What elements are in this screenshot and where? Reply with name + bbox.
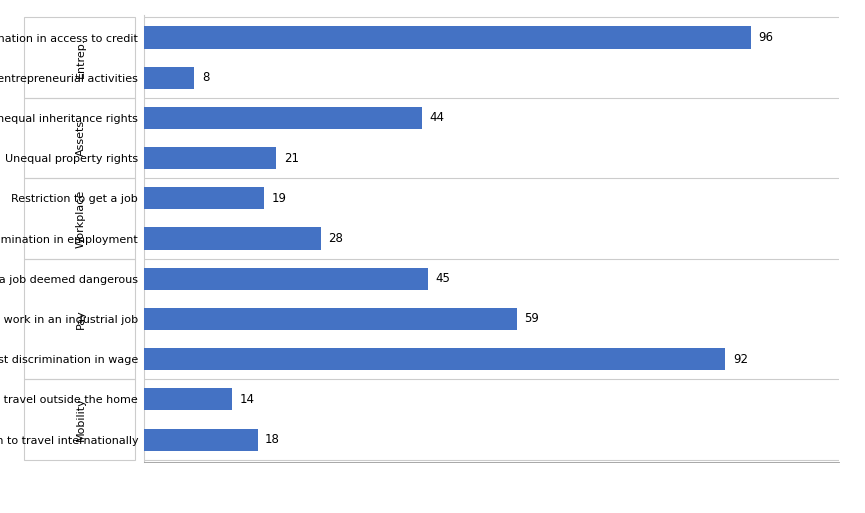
Bar — [144, 227, 321, 250]
Text: 59: 59 — [524, 312, 539, 325]
Bar — [144, 27, 751, 49]
Bar — [144, 147, 277, 169]
Bar — [144, 187, 264, 209]
Text: 96: 96 — [758, 31, 773, 44]
Text: 19: 19 — [272, 192, 286, 205]
Text: 92: 92 — [733, 352, 748, 366]
Bar — [144, 107, 422, 129]
Bar — [144, 388, 232, 410]
Bar — [144, 268, 428, 290]
Text: Assets: Assets — [75, 120, 86, 156]
Text: 18: 18 — [265, 433, 280, 446]
Text: 14: 14 — [240, 393, 255, 406]
Text: 44: 44 — [429, 111, 445, 125]
Bar — [144, 67, 195, 89]
Text: Entrep.: Entrep. — [75, 37, 86, 78]
Text: Workplace: Workplace — [75, 189, 86, 248]
Text: 21: 21 — [284, 152, 299, 165]
Text: 28: 28 — [329, 232, 343, 245]
Bar — [144, 308, 516, 330]
Text: Mobility: Mobility — [75, 398, 86, 441]
Text: 8: 8 — [202, 71, 209, 84]
Text: 45: 45 — [436, 272, 451, 285]
Bar — [144, 428, 258, 450]
Bar — [144, 348, 725, 370]
Text: Pay: Pay — [75, 309, 86, 329]
